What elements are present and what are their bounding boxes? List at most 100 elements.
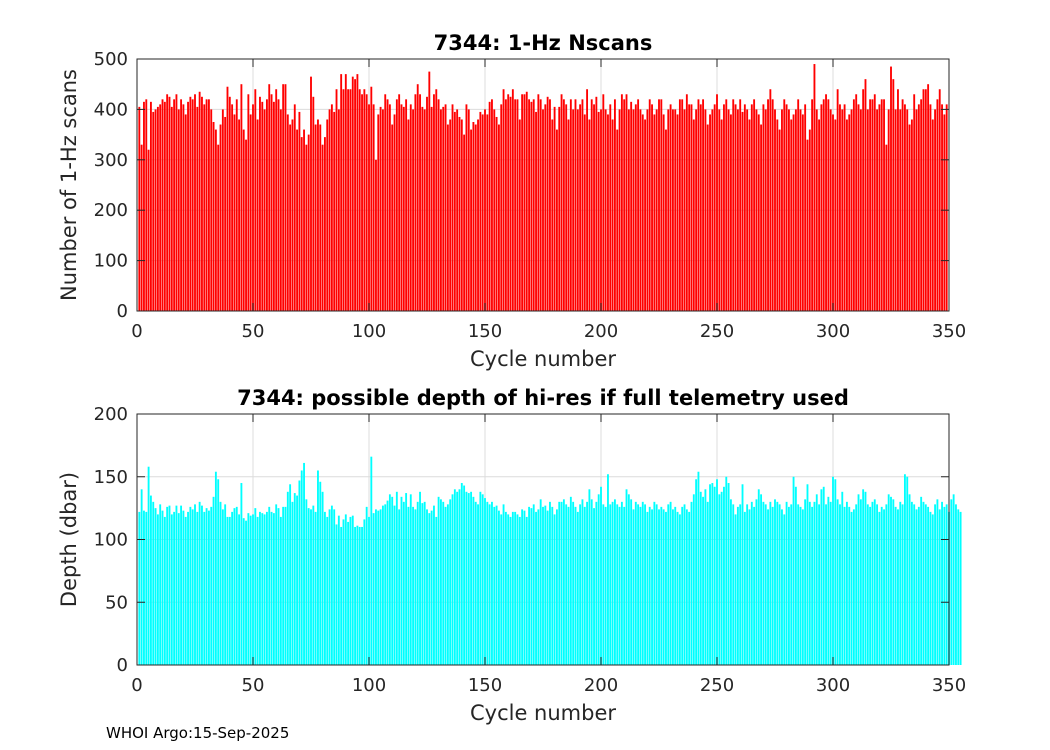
bar [170, 514, 173, 665]
bar [955, 504, 957, 665]
bar [340, 526, 343, 665]
y-tick-label: 500 [94, 49, 128, 70]
bar [627, 109, 630, 312]
bar [407, 506, 410, 665]
bar [319, 124, 322, 312]
bar [808, 501, 811, 665]
bar [326, 119, 329, 311]
x-tick-label: 350 [932, 675, 966, 696]
bar [405, 99, 408, 311]
bar [774, 109, 776, 312]
bar [662, 509, 665, 665]
bar [458, 116, 461, 312]
bar [249, 515, 252, 665]
bar [785, 501, 788, 665]
bar [600, 109, 602, 312]
bar [588, 489, 591, 665]
bar [542, 109, 544, 312]
bar [734, 514, 737, 665]
bar [414, 94, 417, 311]
bar [727, 483, 730, 665]
bar [720, 119, 723, 311]
bar [778, 129, 781, 311]
bar [328, 509, 331, 665]
bar [820, 104, 823, 311]
bar [509, 516, 512, 665]
bar [442, 501, 445, 665]
bar [460, 483, 463, 665]
bar [899, 501, 902, 665]
bar [718, 494, 721, 665]
bar [801, 509, 804, 665]
bar [544, 505, 547, 665]
bar [321, 491, 324, 665]
bar [479, 111, 482, 311]
y-tick-label: 400 [94, 99, 128, 120]
bar [261, 101, 264, 311]
y-axis-label: Number of 1-Hz scans [57, 69, 81, 301]
bar [771, 99, 774, 311]
bar [351, 515, 354, 665]
bar [419, 491, 421, 665]
bar [265, 511, 268, 665]
bar [913, 504, 916, 665]
bar [349, 89, 352, 312]
bar [667, 109, 670, 312]
bar [300, 137, 303, 311]
bar [184, 516, 187, 665]
bar [437, 496, 440, 665]
bar [279, 109, 282, 312]
bar [604, 506, 607, 665]
bar [342, 519, 345, 665]
bar [864, 491, 867, 665]
bar [300, 470, 303, 665]
bar [762, 501, 765, 665]
bar [841, 491, 844, 665]
bar [869, 99, 872, 311]
bar [303, 462, 305, 665]
bar [446, 504, 449, 665]
x-tick-label: 300 [816, 321, 850, 342]
bar [646, 109, 649, 312]
bar [934, 109, 937, 312]
bar [395, 491, 398, 665]
bar [590, 99, 593, 311]
bar [723, 104, 725, 311]
bar [156, 514, 159, 665]
bar [549, 501, 551, 665]
bar [593, 104, 595, 311]
bar [630, 499, 633, 665]
bar [319, 481, 322, 665]
bar [801, 114, 804, 311]
bar [245, 139, 247, 311]
bar [386, 99, 389, 311]
bar [477, 504, 479, 665]
bar [491, 501, 493, 665]
bar [813, 64, 816, 311]
bar [138, 511, 141, 665]
bar [611, 501, 614, 665]
bar [736, 109, 739, 312]
bar [347, 521, 350, 665]
bar [259, 96, 261, 311]
bar [428, 71, 431, 311]
bar [430, 510, 433, 665]
bar [303, 129, 305, 311]
bar [839, 104, 841, 311]
bar [189, 506, 192, 665]
bar [238, 514, 241, 665]
bar [878, 511, 881, 665]
bar [328, 109, 331, 312]
bar [808, 129, 811, 311]
bar [799, 109, 802, 312]
bar [929, 104, 932, 311]
bar [226, 86, 229, 311]
bar [481, 114, 484, 311]
bar [254, 508, 257, 666]
bar [683, 109, 686, 312]
bar [465, 491, 468, 665]
bar [233, 508, 236, 666]
bar [491, 99, 493, 311]
bar [263, 109, 266, 312]
bar [767, 99, 769, 311]
